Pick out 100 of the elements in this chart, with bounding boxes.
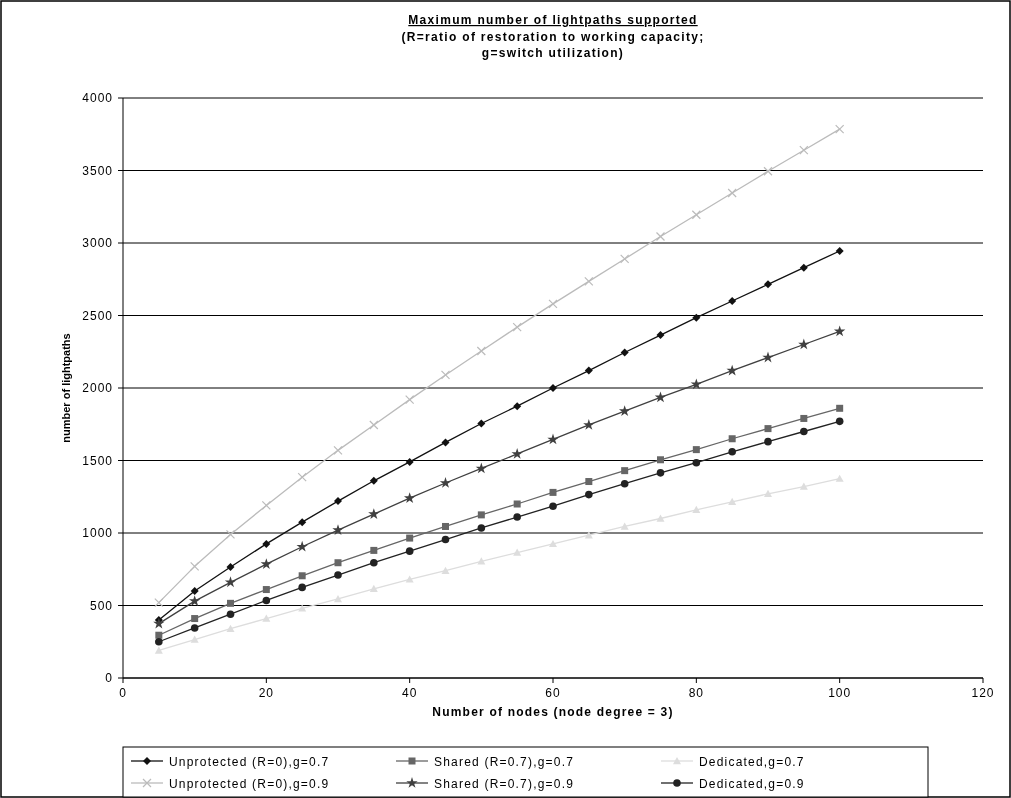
point [512, 322, 522, 332]
point [439, 477, 452, 488]
point [620, 522, 629, 530]
point [655, 231, 666, 242]
point [764, 280, 772, 289]
point [155, 637, 163, 646]
point [188, 595, 201, 606]
point [225, 529, 236, 540]
point [403, 492, 416, 504]
point [370, 558, 378, 567]
point [584, 366, 593, 375]
point [332, 524, 344, 535]
point [585, 478, 593, 486]
point [728, 435, 736, 443]
point [190, 635, 199, 643]
point [297, 472, 307, 482]
y-tick-label: 0 [105, 671, 113, 685]
point [475, 462, 488, 474]
chart-subtitle: (R=ratio of restoration to working capacity; g=switch utilization) [401, 30, 705, 60]
point [728, 448, 736, 456]
point [764, 489, 772, 498]
legend-label: Shared (R=0.7),g=0.9 [434, 776, 575, 791]
point [799, 145, 809, 155]
point [764, 437, 772, 446]
point [440, 370, 451, 380]
point [261, 500, 271, 511]
y-tick-label: 2000 [82, 381, 113, 395]
point [298, 572, 306, 580]
point [618, 405, 631, 417]
point [549, 539, 557, 548]
point [441, 535, 450, 544]
point [584, 531, 593, 539]
point [513, 500, 521, 508]
point [513, 402, 522, 411]
point [654, 391, 667, 403]
point [477, 511, 485, 519]
point [260, 558, 273, 569]
chart-title: Maximum number of lightpaths supported [408, 13, 698, 27]
point [549, 384, 557, 392]
point [226, 563, 235, 572]
point [692, 505, 701, 513]
point [833, 325, 846, 337]
point [154, 598, 164, 608]
point [621, 467, 629, 475]
point [441, 438, 450, 447]
legend-label: Unprotected (R=0),g=0.7 [169, 754, 330, 769]
x-tick-label: 80 [688, 686, 705, 700]
x-tick-label: 120 [971, 686, 995, 700]
point [406, 534, 414, 542]
point [835, 124, 845, 134]
point [547, 433, 559, 445]
point [296, 540, 308, 552]
legend-label: Dedicated,g=0.9 [699, 776, 805, 791]
point [405, 575, 414, 583]
point [262, 614, 271, 622]
point [656, 469, 665, 477]
y-tick-label: 2500 [82, 308, 113, 323]
point [727, 188, 737, 198]
y-tick-label: 500 [89, 598, 113, 613]
point [442, 522, 449, 530]
x-tick-label: 0 [119, 686, 127, 700]
point [762, 351, 774, 363]
point [728, 497, 737, 506]
point [620, 254, 630, 264]
point [692, 446, 700, 454]
point [800, 427, 808, 436]
point [334, 594, 342, 603]
point [513, 513, 521, 521]
point [549, 488, 557, 496]
point [334, 571, 342, 579]
y-tick-label: 1500 [82, 453, 113, 468]
y-tick-label: 1000 [82, 526, 113, 540]
point [369, 420, 379, 430]
point [800, 414, 808, 422]
point [405, 457, 414, 466]
point [298, 583, 306, 592]
point [620, 348, 629, 357]
x-tick-label: 40 [401, 686, 418, 700]
point [511, 448, 523, 459]
point [835, 246, 844, 255]
legend-label: Unprotected (R=0),g=0.9 [169, 776, 330, 791]
point [370, 546, 378, 554]
point [334, 497, 342, 506]
point [692, 458, 701, 467]
point [369, 476, 378, 485]
point [190, 587, 199, 595]
point [549, 502, 557, 510]
y-tick-label: 4000 [82, 91, 113, 105]
point [298, 604, 307, 612]
point [513, 548, 522, 556]
point [191, 615, 199, 623]
point [190, 561, 200, 571]
point [799, 263, 808, 272]
point [476, 346, 486, 356]
point [227, 599, 234, 607]
x-axis-title: Number of nodes (node degree = 3) [432, 705, 674, 719]
point [835, 417, 844, 426]
y-tick-label: 3000 [82, 236, 113, 250]
point [656, 331, 665, 340]
point [656, 514, 665, 522]
